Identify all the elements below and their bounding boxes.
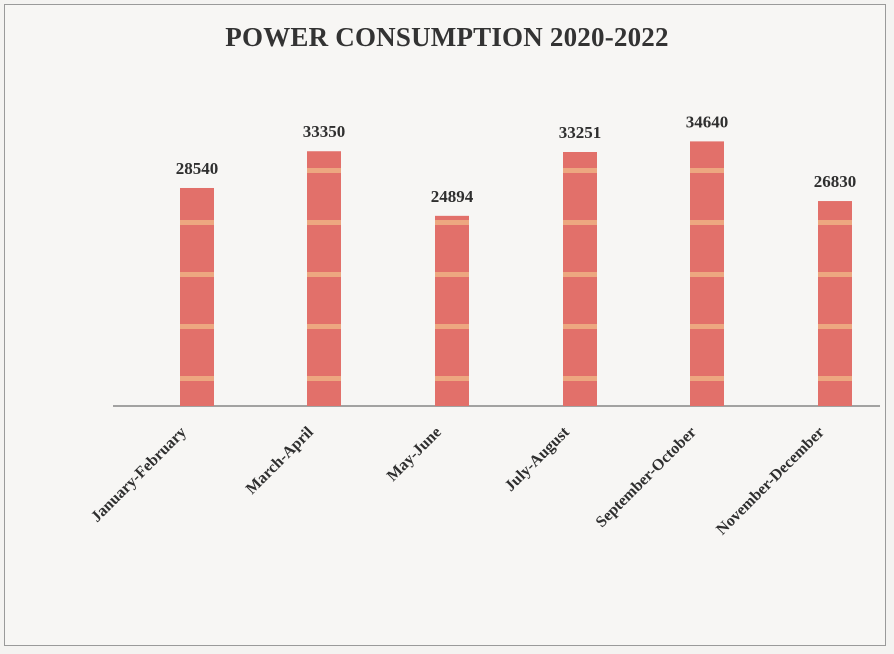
chart-title: POWER CONSUMPTION 2020-2022 — [225, 22, 669, 52]
category-label: September-October — [593, 424, 700, 531]
bar-may-june — [435, 215, 469, 406]
category-label: November-December — [713, 424, 828, 539]
data-label: 33350 — [303, 122, 346, 141]
category-label: July-August — [502, 423, 574, 495]
bar-november-december — [818, 201, 852, 406]
bar-september-october — [690, 141, 724, 406]
category-label: January-February — [88, 424, 190, 526]
category-label: March-April — [243, 423, 317, 497]
bar-july-august — [563, 151, 597, 406]
bar-january-february — [180, 187, 214, 406]
data-label: 34640 — [686, 112, 729, 131]
data-label: 28540 — [176, 159, 219, 178]
category-label: May-June — [384, 424, 445, 485]
data-label: 26830 — [814, 172, 857, 191]
data-label: 24894 — [431, 187, 474, 206]
bar-march-april — [307, 151, 341, 406]
data-label: 33251 — [559, 123, 602, 142]
